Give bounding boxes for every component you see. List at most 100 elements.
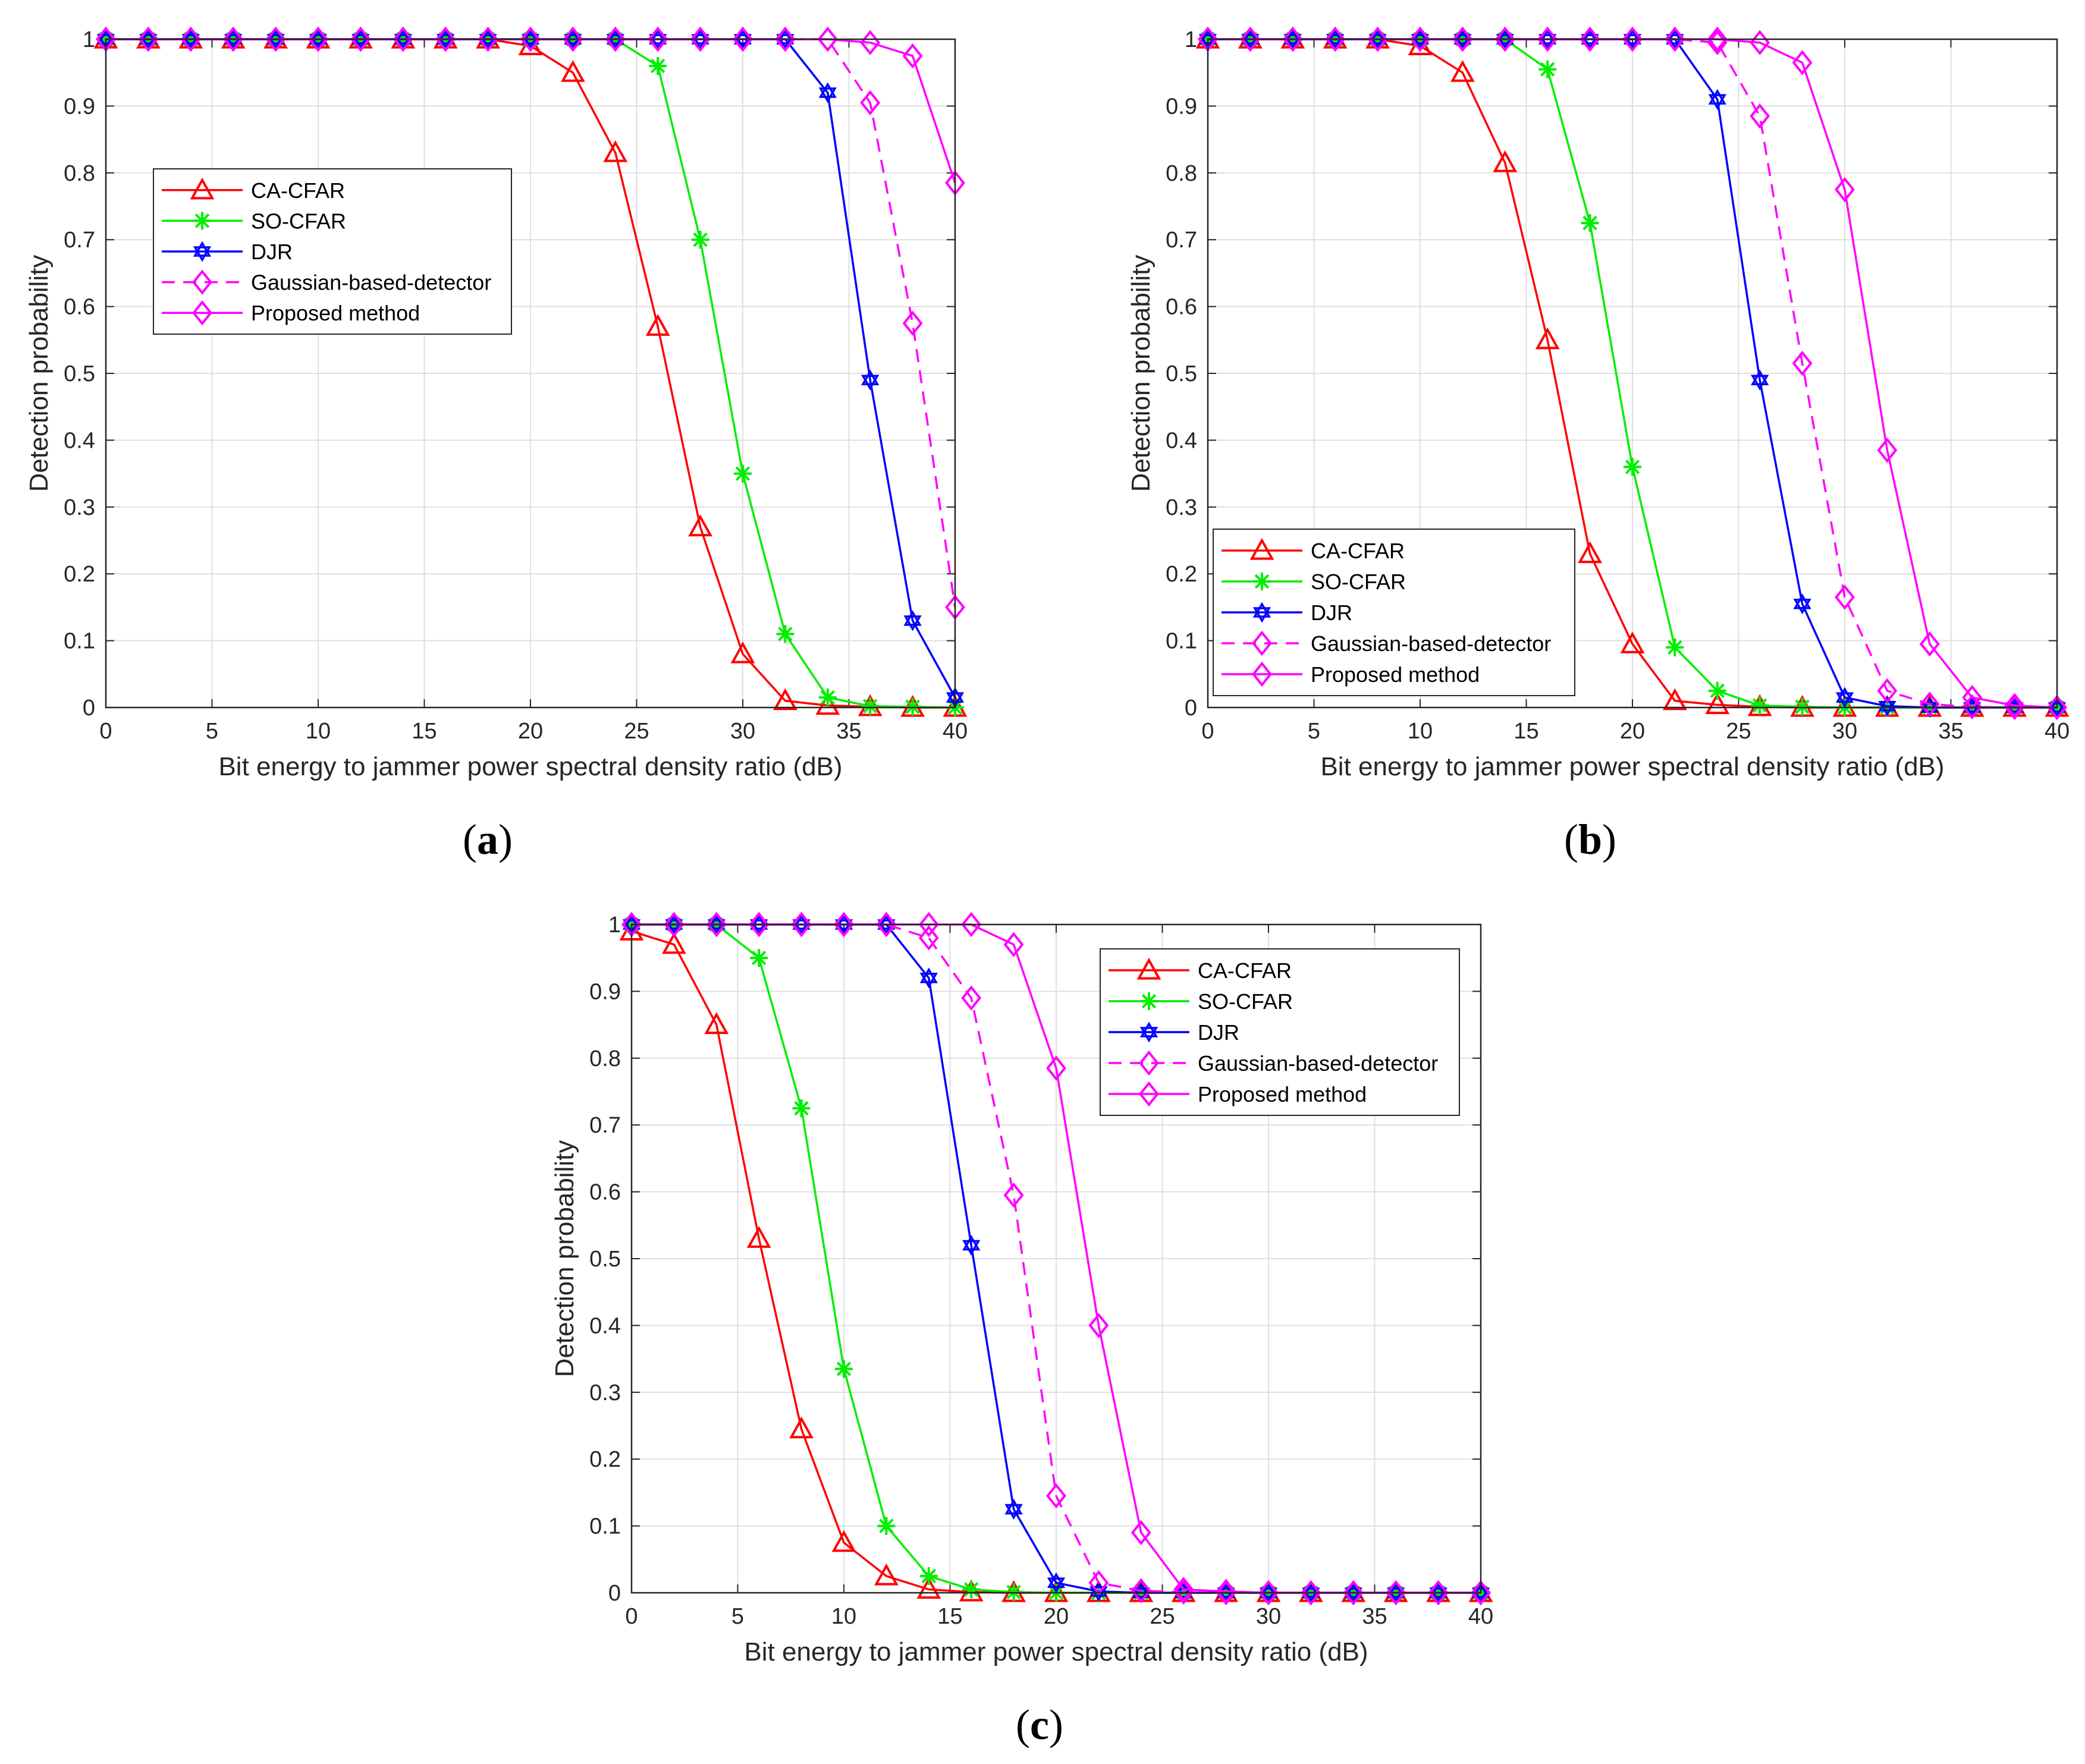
marker-djr-7-tri-up bbox=[919, 967, 938, 983]
marker-so-cfar-7 bbox=[919, 1567, 938, 1585]
marker-djr-6-tri-up bbox=[1453, 29, 1472, 45]
y-tick-label: 0.1 bbox=[1166, 629, 1197, 654]
x-axis-label: Bit energy to jammer power spectral dens… bbox=[1320, 752, 1944, 781]
marker-gaussian-based-detector-13 bbox=[1173, 1579, 1194, 1605]
y-tick-label: 1 bbox=[608, 913, 621, 938]
x-tick-label: 35 bbox=[1362, 1604, 1387, 1629]
marker-gaussian-based-detector-17 bbox=[1919, 691, 1940, 717]
marker-djr-17-tri-up bbox=[818, 82, 837, 98]
marker-djr-5-tri-down bbox=[1411, 34, 1430, 50]
marker-proposed-method-10 bbox=[520, 26, 541, 52]
legend-label-djr: DJR bbox=[1311, 600, 1352, 625]
marker-proposed-method-6 bbox=[876, 911, 897, 938]
x-tick-label: 5 bbox=[206, 719, 218, 744]
marker-so-cfar-13 bbox=[1751, 696, 1769, 715]
marker-so-cfar-16 bbox=[776, 625, 795, 643]
legend-label-so-cfar: SO-CFAR bbox=[1198, 989, 1293, 1014]
marker-djr-14 bbox=[1793, 593, 1811, 615]
marker-djr-6-tri-down bbox=[351, 34, 370, 50]
marker-djr-8-tri-down bbox=[1538, 34, 1557, 50]
y-tick-label: 0.3 bbox=[1166, 495, 1197, 520]
x-tick-label: 35 bbox=[836, 719, 861, 744]
marker-djr-10-tri-up bbox=[1047, 1572, 1066, 1588]
marker-djr-7-tri-up bbox=[1496, 29, 1514, 45]
marker-proposed-method-1 bbox=[1240, 26, 1261, 52]
x-tick-label: 5 bbox=[731, 1604, 744, 1629]
marker-djr-12-tri-up bbox=[606, 29, 624, 45]
marker-djr-10-tri-down bbox=[521, 34, 540, 50]
marker-ca-cfar-2 bbox=[704, 1012, 729, 1034]
marker-djr-3 bbox=[224, 29, 243, 50]
marker-djr-1-tri-up bbox=[665, 914, 683, 930]
marker-djr-16-tri-down bbox=[1302, 1587, 1320, 1603]
marker-djr-19-tri-down bbox=[903, 615, 922, 631]
marker-legend-so-cfar-0 bbox=[1253, 573, 1271, 590]
y-tick-label: 0.1 bbox=[589, 1514, 621, 1539]
marker-legend-djr-0-tri-up bbox=[193, 241, 212, 257]
marker-legend-djr-0-tri-up bbox=[1252, 602, 1271, 618]
marker-djr-3 bbox=[750, 914, 768, 935]
marker-proposed-method-16 bbox=[1301, 1580, 1321, 1606]
y-tick-label: 0.9 bbox=[64, 94, 95, 119]
marker-legend-djr-0-tri-down bbox=[193, 246, 212, 262]
y-tick-label: 1 bbox=[83, 27, 95, 52]
marker-proposed-method-15 bbox=[1258, 1580, 1279, 1606]
marker-djr-16 bbox=[776, 29, 795, 50]
marker-gaussian-based-detector-18 bbox=[1962, 694, 1983, 720]
marker-so-cfar-14 bbox=[691, 231, 709, 249]
marker-djr-18-tri-down bbox=[1387, 1587, 1405, 1603]
marker-djr-5 bbox=[1411, 29, 1430, 50]
marker-proposed-method-17 bbox=[1919, 631, 1940, 657]
marker-proposed-method-6 bbox=[350, 26, 371, 52]
marker-djr-2-tri-down bbox=[707, 919, 726, 935]
marker-djr-18-tri-down bbox=[861, 375, 880, 391]
marker-djr-6 bbox=[351, 29, 370, 50]
marker-djr-4 bbox=[792, 914, 811, 935]
marker-legend-ca-cfar-0 bbox=[190, 177, 215, 200]
marker-djr-2-tri-down bbox=[1283, 34, 1302, 50]
marker-djr-10-tri-down bbox=[1047, 1577, 1066, 1593]
marker-djr-3-tri-up bbox=[750, 914, 768, 930]
marker-proposed-method-8 bbox=[435, 26, 456, 52]
marker-legend-gaussian-based-detector-0 bbox=[192, 269, 212, 295]
marker-ca-cfar-7 bbox=[1493, 150, 1518, 172]
marker-ca-cfar-16 bbox=[773, 688, 797, 710]
marker-djr-7-tri-up bbox=[394, 29, 412, 45]
y-tick-label: 0.7 bbox=[1166, 228, 1197, 253]
marker-proposed-method-17 bbox=[817, 26, 838, 52]
marker-so-cfar-6 bbox=[877, 1517, 896, 1535]
marker-djr-13 bbox=[649, 29, 667, 50]
y-tick-label: 0.8 bbox=[64, 161, 95, 186]
marker-legend-proposed-method-0 bbox=[1139, 1081, 1159, 1107]
marker-djr-10 bbox=[521, 29, 540, 50]
marker-djr-16-tri-up bbox=[1878, 696, 1896, 712]
marker-proposed-method-11 bbox=[1665, 26, 1685, 52]
x-tick-label: 15 bbox=[412, 719, 437, 744]
marker-legend-djr-0 bbox=[1139, 1021, 1158, 1043]
marker-proposed-method-4 bbox=[791, 911, 812, 938]
marker-djr-14-tri-up bbox=[691, 29, 709, 45]
y-tick-label: 0.3 bbox=[589, 1381, 621, 1405]
x-tick-label: 40 bbox=[2045, 719, 2070, 744]
x-tick-label: 20 bbox=[518, 719, 543, 744]
marker-proposed-method-15 bbox=[1835, 177, 1855, 203]
marker-djr-13-tri-down bbox=[1751, 375, 1769, 391]
marker-djr-7-tri-down bbox=[919, 973, 938, 989]
marker-djr-8-tri-up bbox=[962, 1235, 981, 1251]
caption-open: ( bbox=[1564, 816, 1578, 863]
x-tick-label: 10 bbox=[306, 719, 331, 744]
marker-djr-15-tri-down bbox=[1259, 1587, 1278, 1603]
marker-djr-2 bbox=[707, 914, 726, 935]
marker-djr-15 bbox=[1259, 1582, 1278, 1603]
marker-djr-17-tri-down bbox=[1344, 1587, 1362, 1603]
marker-djr-11 bbox=[564, 29, 582, 50]
marker-djr-9 bbox=[1004, 1499, 1023, 1520]
marker-so-cfar-9 bbox=[1581, 214, 1599, 232]
marker-so-cfar-8 bbox=[962, 1580, 981, 1599]
marker-proposed-method-19 bbox=[1428, 1580, 1449, 1606]
marker-djr-12 bbox=[606, 29, 624, 50]
y-axis-label: Detection probability bbox=[1126, 255, 1155, 492]
marker-legend-djr-0 bbox=[193, 241, 212, 262]
y-tick-label: 0.2 bbox=[64, 562, 95, 587]
